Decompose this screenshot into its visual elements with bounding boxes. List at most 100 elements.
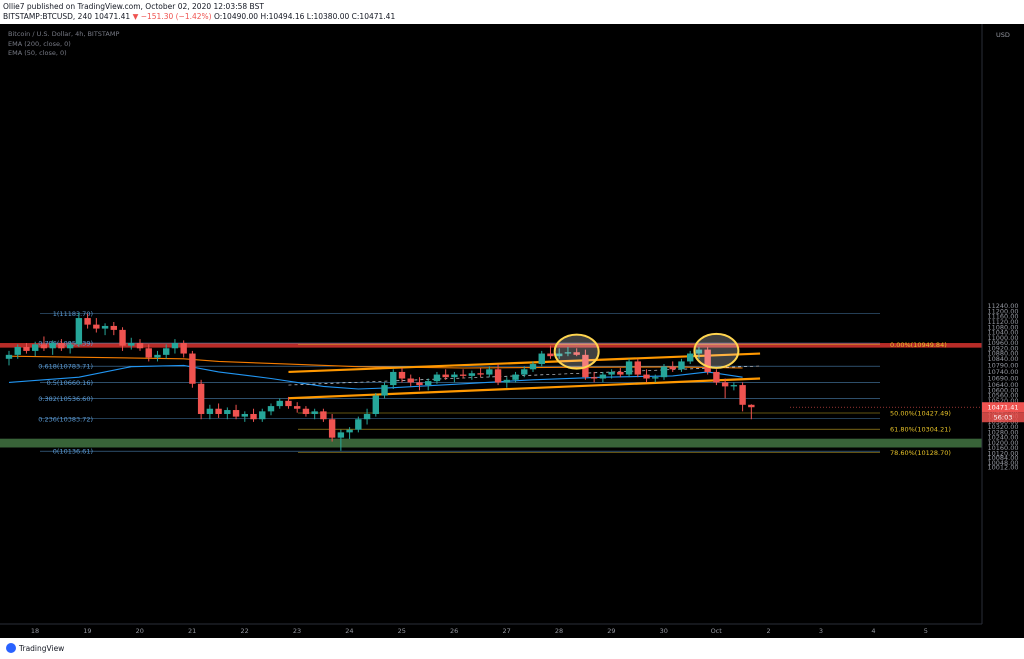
last-price-label: 10471.41 (987, 404, 1018, 412)
chart-legend: Bitcoin / U.S. Dollar, 4h, BITSTAMP EMA … (8, 30, 119, 57)
price-tick-label: 10920.00 (987, 344, 1018, 352)
candle-body (5, 354, 13, 359)
candle-body (285, 400, 292, 407)
price-tick-label: 11120.00 (987, 318, 1018, 326)
time-tick-label: 30 (660, 627, 668, 635)
candle-body (154, 354, 161, 358)
candle-body (582, 354, 589, 378)
candle-body (687, 353, 694, 362)
candle-body (713, 371, 720, 383)
candle-body (23, 346, 30, 351)
candle-body (363, 413, 371, 420)
channel-upper-line (288, 352, 761, 374)
price-tick-label: 11200.00 (987, 307, 1018, 315)
fib-extension-label: 61.80%(10304.21) (890, 426, 951, 434)
candle-body (669, 366, 676, 370)
chart-footer: TradingView (0, 638, 1024, 659)
candle-body (451, 374, 458, 378)
zones-layer (0, 343, 982, 448)
candle-body (416, 382, 423, 386)
price-tick-label: 10520.00 (987, 397, 1018, 405)
candle-body (556, 353, 563, 357)
legend-ema50: EMA (50, close, 0) (8, 49, 67, 57)
price-tick-label: 10880.00 (987, 350, 1018, 358)
price-tick-label: 10120.00 (987, 449, 1018, 457)
candle-body (425, 381, 432, 386)
tradingview-logo: TradingView (6, 643, 64, 653)
candle-body (678, 361, 685, 370)
time-tick-label: 26 (450, 627, 458, 635)
price-tick-label: 10320.00 (987, 423, 1018, 431)
resistance-zone (0, 343, 982, 348)
candles-layer (5, 312, 755, 451)
price-tick-label: 11000.00 (987, 334, 1018, 342)
candle-body (206, 408, 214, 414)
candle-body (267, 406, 275, 412)
ohlc-values: O:10490.00 H:10494.16 L:10380.00 C:10471… (213, 12, 396, 21)
countdown-label: 56:03 (994, 414, 1013, 422)
candle-body (625, 361, 633, 375)
time-tick-label: 4 (871, 627, 875, 635)
candle-body (459, 374, 467, 376)
symbol-label: BITSTAMP:BTCUSD, 240 (3, 12, 92, 21)
time-tick-label: 20 (136, 627, 144, 635)
publish-info: Ollie7 published on TradingView.com, Oct… (3, 2, 264, 11)
candle-body (224, 410, 231, 414)
candle-body (617, 371, 624, 375)
chart-background (0, 24, 1024, 638)
candle-body (564, 352, 572, 354)
price-tick-label: 10960.00 (987, 339, 1018, 347)
candle-body (521, 369, 528, 375)
fib-level-label: 0.5(10660.16) (47, 379, 93, 387)
last-price-tag (982, 402, 1024, 413)
time-tick-label: 18 (31, 627, 39, 635)
time-tick-label: Oct (711, 627, 723, 635)
candle-body (573, 352, 580, 355)
candle-body (145, 348, 152, 358)
candle-body (372, 395, 379, 414)
time-tick-label: 28 (555, 627, 563, 635)
candle-body (328, 419, 336, 438)
support-zone (0, 438, 982, 448)
candle-body (346, 429, 353, 433)
candle-body (660, 366, 668, 378)
time-tick-label: 19 (83, 627, 91, 635)
fib-extension-label: 0.00%(10949.84) (890, 341, 947, 349)
time-tick-label: 25 (398, 627, 406, 635)
candle-body (40, 344, 48, 349)
candle-body (14, 346, 21, 355)
candle-body (276, 400, 283, 407)
candle-body (608, 371, 615, 375)
candle-body (390, 371, 397, 386)
time-tick-label: 21 (188, 627, 196, 635)
candle-body (311, 411, 318, 414)
price-tick-label: 11160.00 (987, 313, 1018, 321)
candle-body (84, 318, 91, 325)
candle-body (468, 373, 476, 376)
candle-body (407, 378, 414, 383)
fib-extension-label: 78.60%(10128.70) (890, 449, 951, 457)
candle-body (180, 343, 187, 354)
candle-body (634, 361, 641, 375)
candle-body (355, 419, 362, 430)
symbol-quote-line: BITSTAMP:BTCUSD, 240 10471.41 ▼ −151.30 … (3, 12, 395, 21)
fibonacci-layer: 1(11183.70) 0.786(10959.39) 0.618(10783.71… (38, 310, 951, 457)
highlight-layer (553, 332, 740, 370)
candle-body (320, 411, 327, 420)
candle-body (49, 343, 56, 349)
candle-body (232, 410, 240, 417)
price-tick-label: 10280.00 (987, 428, 1018, 436)
highlight-ellipse (693, 332, 740, 369)
candle-body (75, 318, 83, 345)
price-tick-label: 10790.00 (987, 361, 1018, 369)
fib-level-label: 1(11183.70) (53, 310, 93, 318)
candle-body (590, 377, 598, 379)
time-tick-label: 3 (819, 627, 823, 635)
price-axis-unit: USD (996, 31, 1010, 39)
candle-body (599, 374, 607, 379)
candle-body (171, 343, 179, 349)
countdown-tag (982, 412, 1024, 423)
tradingview-icon (6, 643, 16, 653)
candle-body (721, 382, 729, 387)
